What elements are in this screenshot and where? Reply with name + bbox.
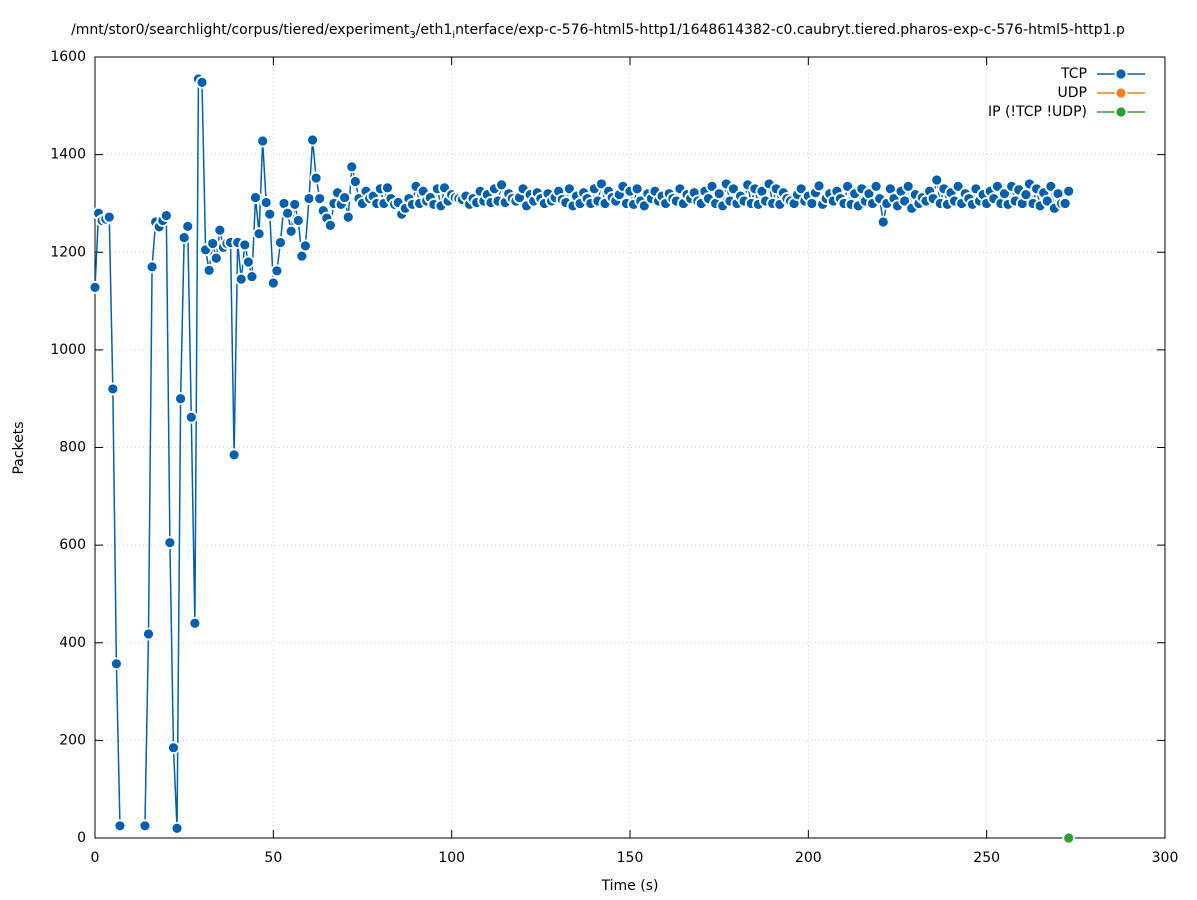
data-point (274, 236, 287, 249)
plot-area (94, 56, 1166, 839)
legend-marker (1114, 86, 1128, 100)
data-point (495, 178, 509, 192)
legend-marker (1114, 105, 1128, 119)
series-line (95, 212, 121, 826)
data-point (901, 179, 915, 193)
data-point (1062, 831, 1076, 845)
data-point (630, 182, 644, 196)
data-point (184, 410, 198, 424)
data-point (381, 181, 394, 195)
data-point (263, 207, 277, 221)
y-tick-label: 800 (59, 440, 86, 456)
title-subscript: 3 (409, 30, 415, 41)
y-tick-label: 1400 (50, 147, 86, 163)
data-point (234, 272, 248, 286)
data-point (213, 223, 227, 237)
data-point (138, 819, 152, 833)
legend-label: TCP (1060, 66, 1087, 82)
x-tick-label: 0 (91, 850, 100, 866)
data-point (106, 382, 120, 396)
data-point (266, 276, 280, 290)
y-tick-label: 0 (77, 830, 86, 846)
data-point (167, 741, 180, 755)
legend-label: UDP (1058, 85, 1087, 101)
data-point (805, 197, 819, 210)
data-point (170, 821, 184, 835)
x-axis-label: Time (s) (601, 878, 659, 894)
data-point (202, 263, 216, 277)
x-tick-label: 150 (617, 850, 644, 866)
y-tick-label: 1000 (50, 342, 86, 358)
data-point (345, 160, 359, 174)
chart-title: /mnt/stor0/searchlight/corpus/tiered/exp… (71, 22, 1125, 41)
data-point (249, 191, 262, 204)
x-tick-label: 50 (264, 850, 282, 866)
legend-label: IP (!TCP !UDP) (988, 104, 1087, 120)
x-tick-label: 300 (1152, 850, 1179, 866)
data-point (238, 238, 252, 252)
data-point (930, 173, 944, 187)
data-point (348, 175, 362, 188)
data-point (302, 192, 316, 205)
data-point (270, 264, 284, 278)
data-point (188, 616, 202, 630)
data-point (252, 227, 266, 241)
data-point (163, 536, 177, 550)
data-point (181, 219, 195, 233)
data-point (876, 215, 890, 229)
data-point (206, 237, 220, 250)
data-point (341, 210, 355, 224)
data-point (306, 133, 319, 147)
data-point (256, 134, 270, 148)
data-point (177, 231, 191, 245)
title-part: nterface/exp-c-576-html5-http1/164861438… (455, 22, 1125, 38)
data-point (145, 260, 159, 274)
data-point (712, 187, 726, 201)
data-point (209, 251, 223, 265)
y-tick-label: 1200 (50, 244, 86, 260)
data-point (323, 219, 337, 232)
data-point (295, 249, 309, 263)
data-point (245, 270, 259, 284)
data-point (259, 196, 273, 209)
data-point (195, 75, 209, 89)
y-tick-label: 1600 (50, 49, 86, 65)
data-point (142, 627, 155, 641)
y-axis-label: Packets (11, 421, 27, 474)
data-point (291, 214, 305, 227)
data-point (281, 206, 295, 220)
x-tick-label: 250 (973, 850, 1000, 866)
data-point (113, 819, 127, 833)
data-point (313, 192, 327, 205)
data-point (1062, 184, 1076, 198)
data-point (812, 179, 826, 193)
data-point (338, 191, 352, 204)
title-subscript: i (452, 30, 455, 41)
data-point (1058, 197, 1072, 210)
data-point (227, 448, 241, 462)
y-tick-label: 600 (59, 537, 86, 553)
data-point (299, 239, 312, 253)
data-point (88, 280, 102, 294)
legend-marker (1114, 67, 1128, 81)
x-tick-label: 100 (438, 850, 465, 866)
data-point (309, 171, 323, 185)
data-point (102, 210, 116, 224)
data-point (174, 392, 188, 406)
title-part: /mnt/stor0/searchlight/corpus/tiered/exp… (71, 22, 410, 38)
data-point (241, 255, 255, 269)
y-tick-label: 400 (59, 635, 86, 651)
data-point (288, 198, 302, 211)
data-point (284, 224, 298, 238)
data-point (869, 179, 883, 193)
data-point (159, 209, 173, 223)
y-tick-label: 200 (59, 732, 86, 748)
x-tick-label: 200 (795, 850, 822, 866)
data-point (110, 657, 123, 671)
plot-border (94, 56, 1166, 839)
title-part: /eth1 (416, 22, 453, 38)
